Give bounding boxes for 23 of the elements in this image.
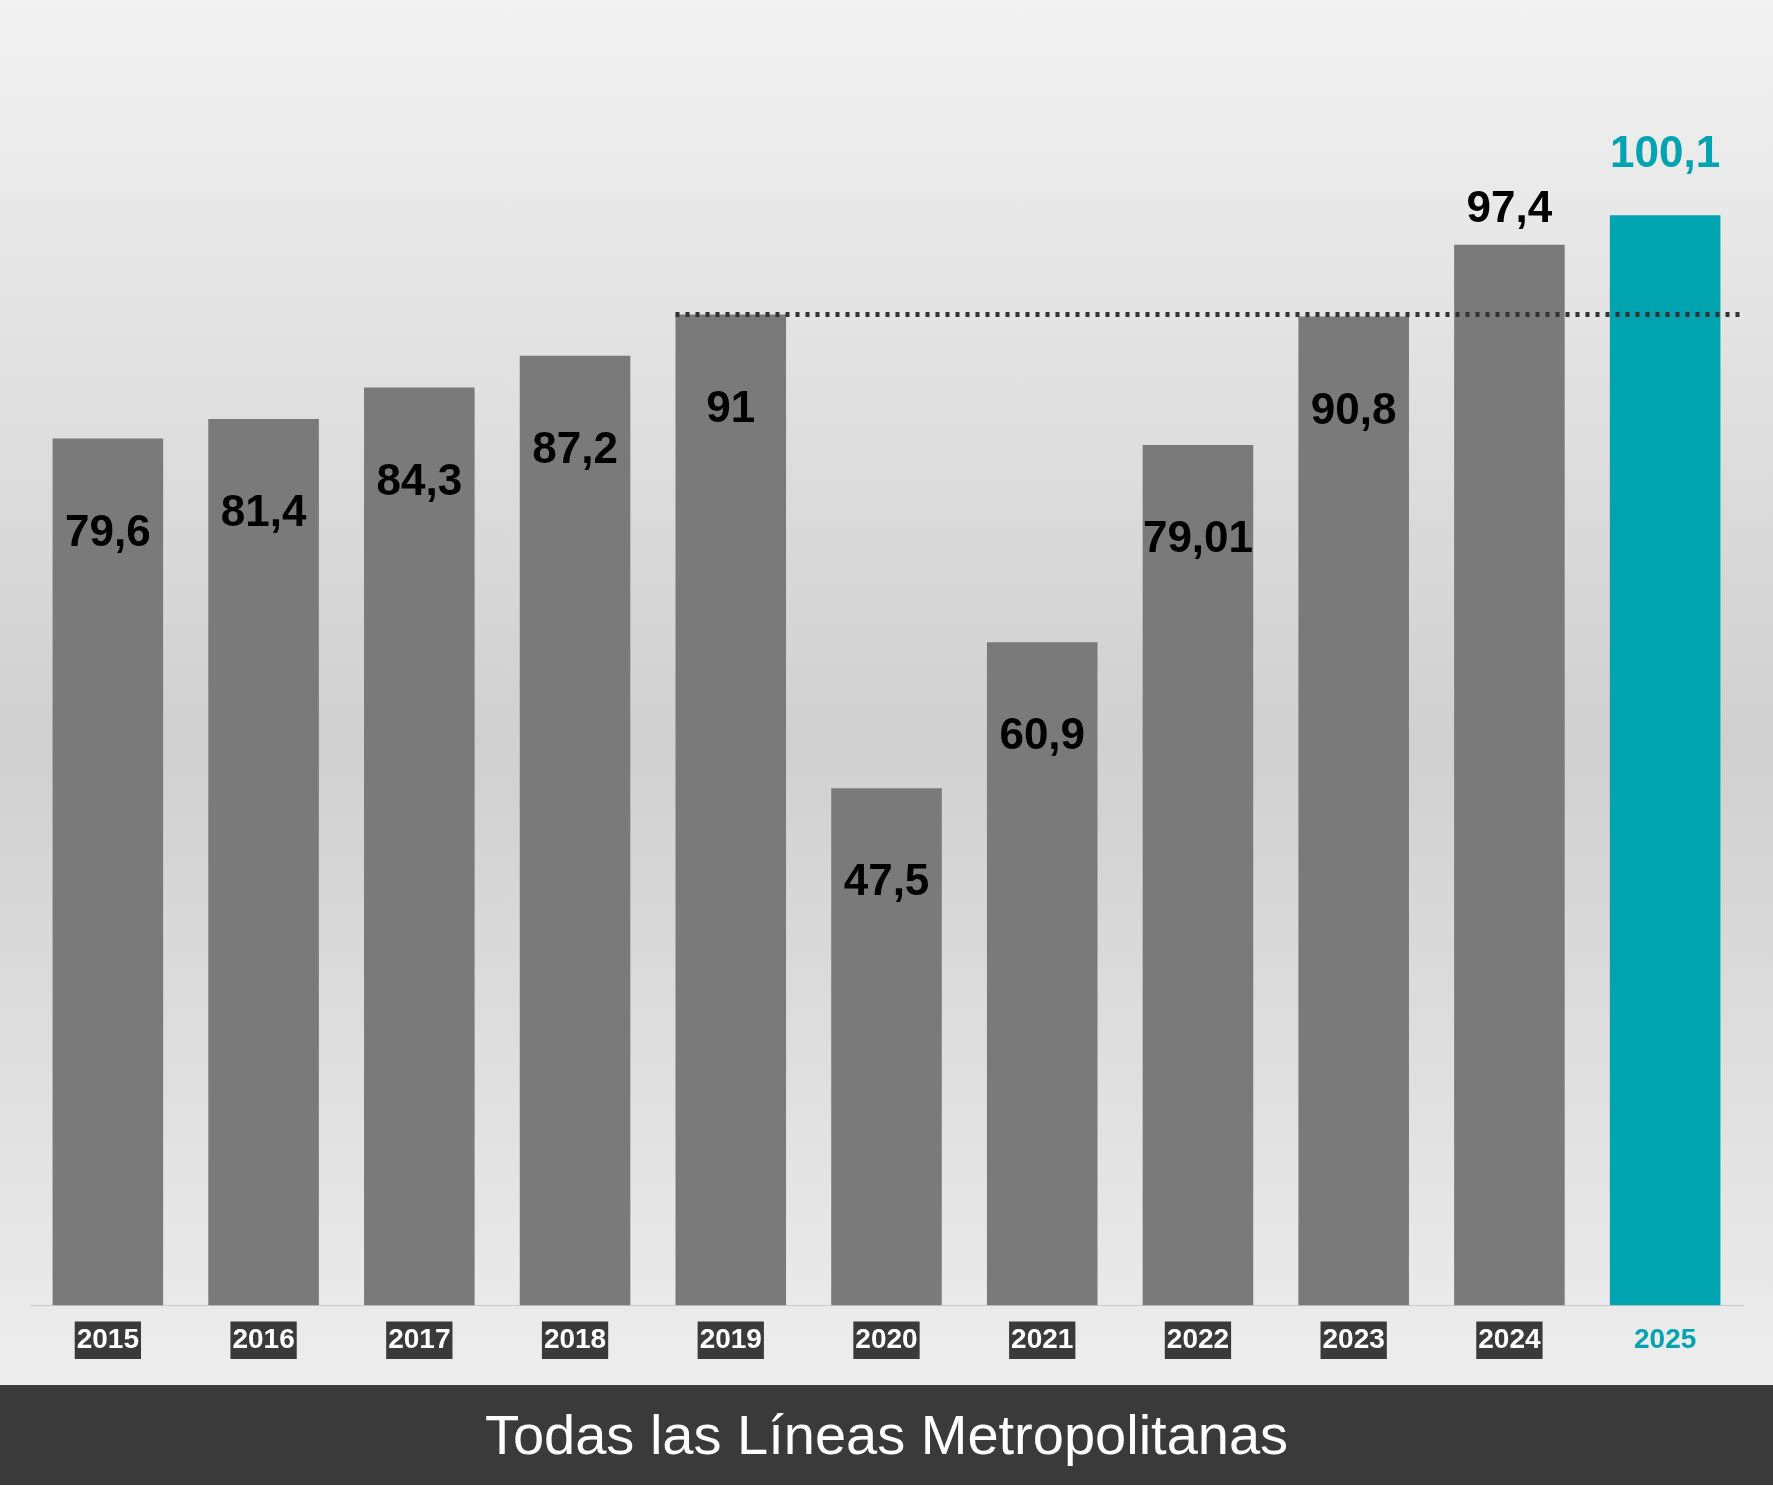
x-tick-label: 2021 xyxy=(1011,1322,1074,1354)
data-label: 60,9 xyxy=(999,709,1086,759)
data-label: 84,3 xyxy=(376,454,463,504)
x-tick-label: 2020 xyxy=(855,1322,918,1354)
x-tick-label: 2016 xyxy=(232,1322,295,1354)
data-label: 100,1 xyxy=(1610,127,1721,177)
x-tick-label: 2025 xyxy=(1633,1322,1697,1354)
data-label: 90,8 xyxy=(1310,383,1397,433)
data-label: 79,6 xyxy=(65,505,151,555)
x-tick-label: 2024 xyxy=(1478,1322,1541,1354)
data-label: 47,5 xyxy=(843,855,930,905)
data-label: 91 xyxy=(706,381,756,431)
x-tick-label: 2023 xyxy=(1322,1322,1385,1354)
x-tick-label: 2022 xyxy=(1166,1322,1230,1354)
x-tick-label: 2015 xyxy=(76,1322,140,1354)
data-label: 97,4 xyxy=(1466,181,1553,231)
data-label: 81,4 xyxy=(220,486,307,536)
data-label: 79,01 xyxy=(1142,512,1254,562)
x-tick-label: 2018 xyxy=(543,1322,607,1354)
x-tick-label: 2019 xyxy=(699,1322,762,1354)
data-label: 87,2 xyxy=(532,422,618,472)
text: Todas las Líneas Metropolitanas xyxy=(0,1385,1773,1485)
x-tick-label: 2017 xyxy=(388,1322,451,1354)
